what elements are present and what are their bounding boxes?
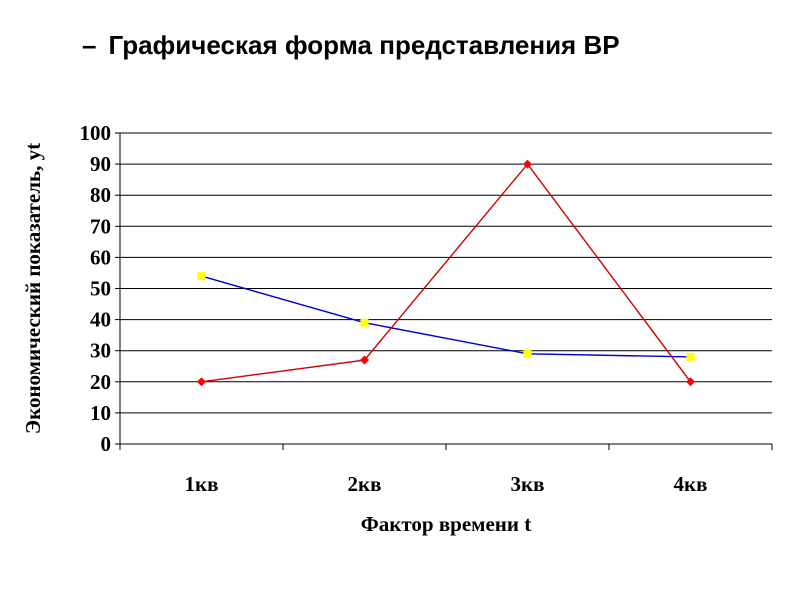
series-2-point (523, 159, 532, 169)
x-tick-labels: 1кв 2кв 3кв 4кв (185, 472, 708, 496)
series-2-line (201, 162, 692, 383)
series-markers (197, 159, 695, 387)
y-tick-label: 90 (90, 152, 111, 176)
slide-title: – Графическая форма представления ВР (82, 30, 620, 61)
axes (115, 132, 773, 450)
series-2-point (197, 377, 206, 387)
y-tick-label: 50 (90, 277, 111, 301)
x-tick-label: 2кв (348, 472, 382, 496)
title-dash: – (82, 30, 97, 60)
y-tick-label: 10 (90, 401, 111, 425)
series-1-point (523, 349, 532, 358)
series-1-point (197, 272, 206, 281)
y-tick-label: 60 (90, 245, 111, 269)
x-tick-label: 1кв (185, 472, 219, 496)
series-1-line (201, 275, 691, 358)
x-tick-label: 3кв (511, 472, 545, 496)
x-axis-title: Фактор времени t (361, 512, 532, 536)
y-tick-labels: 0 10 20 30 40 50 60 70 80 90 100 (80, 121, 112, 456)
y-tick-label: 70 (90, 214, 111, 238)
series-1-point (360, 318, 369, 327)
gridlines (120, 132, 772, 445)
y-tick-label: 0 (101, 432, 112, 456)
y-tick-label: 20 (90, 370, 111, 394)
y-axis-title: Экономический показатель, yt (21, 143, 45, 434)
y-tick-label: 40 (90, 308, 111, 332)
y-tick-label: 80 (90, 183, 111, 207)
series-lines (201, 162, 692, 383)
series-1-point (686, 352, 695, 361)
series-2-point (686, 377, 695, 387)
y-tick-label: 30 (90, 339, 111, 363)
x-tick-label: 4кв (674, 472, 708, 496)
series-2-point (360, 355, 369, 365)
y-tick-label: 100 (80, 121, 112, 145)
title-text: Графическая форма представления ВР (108, 30, 620, 60)
